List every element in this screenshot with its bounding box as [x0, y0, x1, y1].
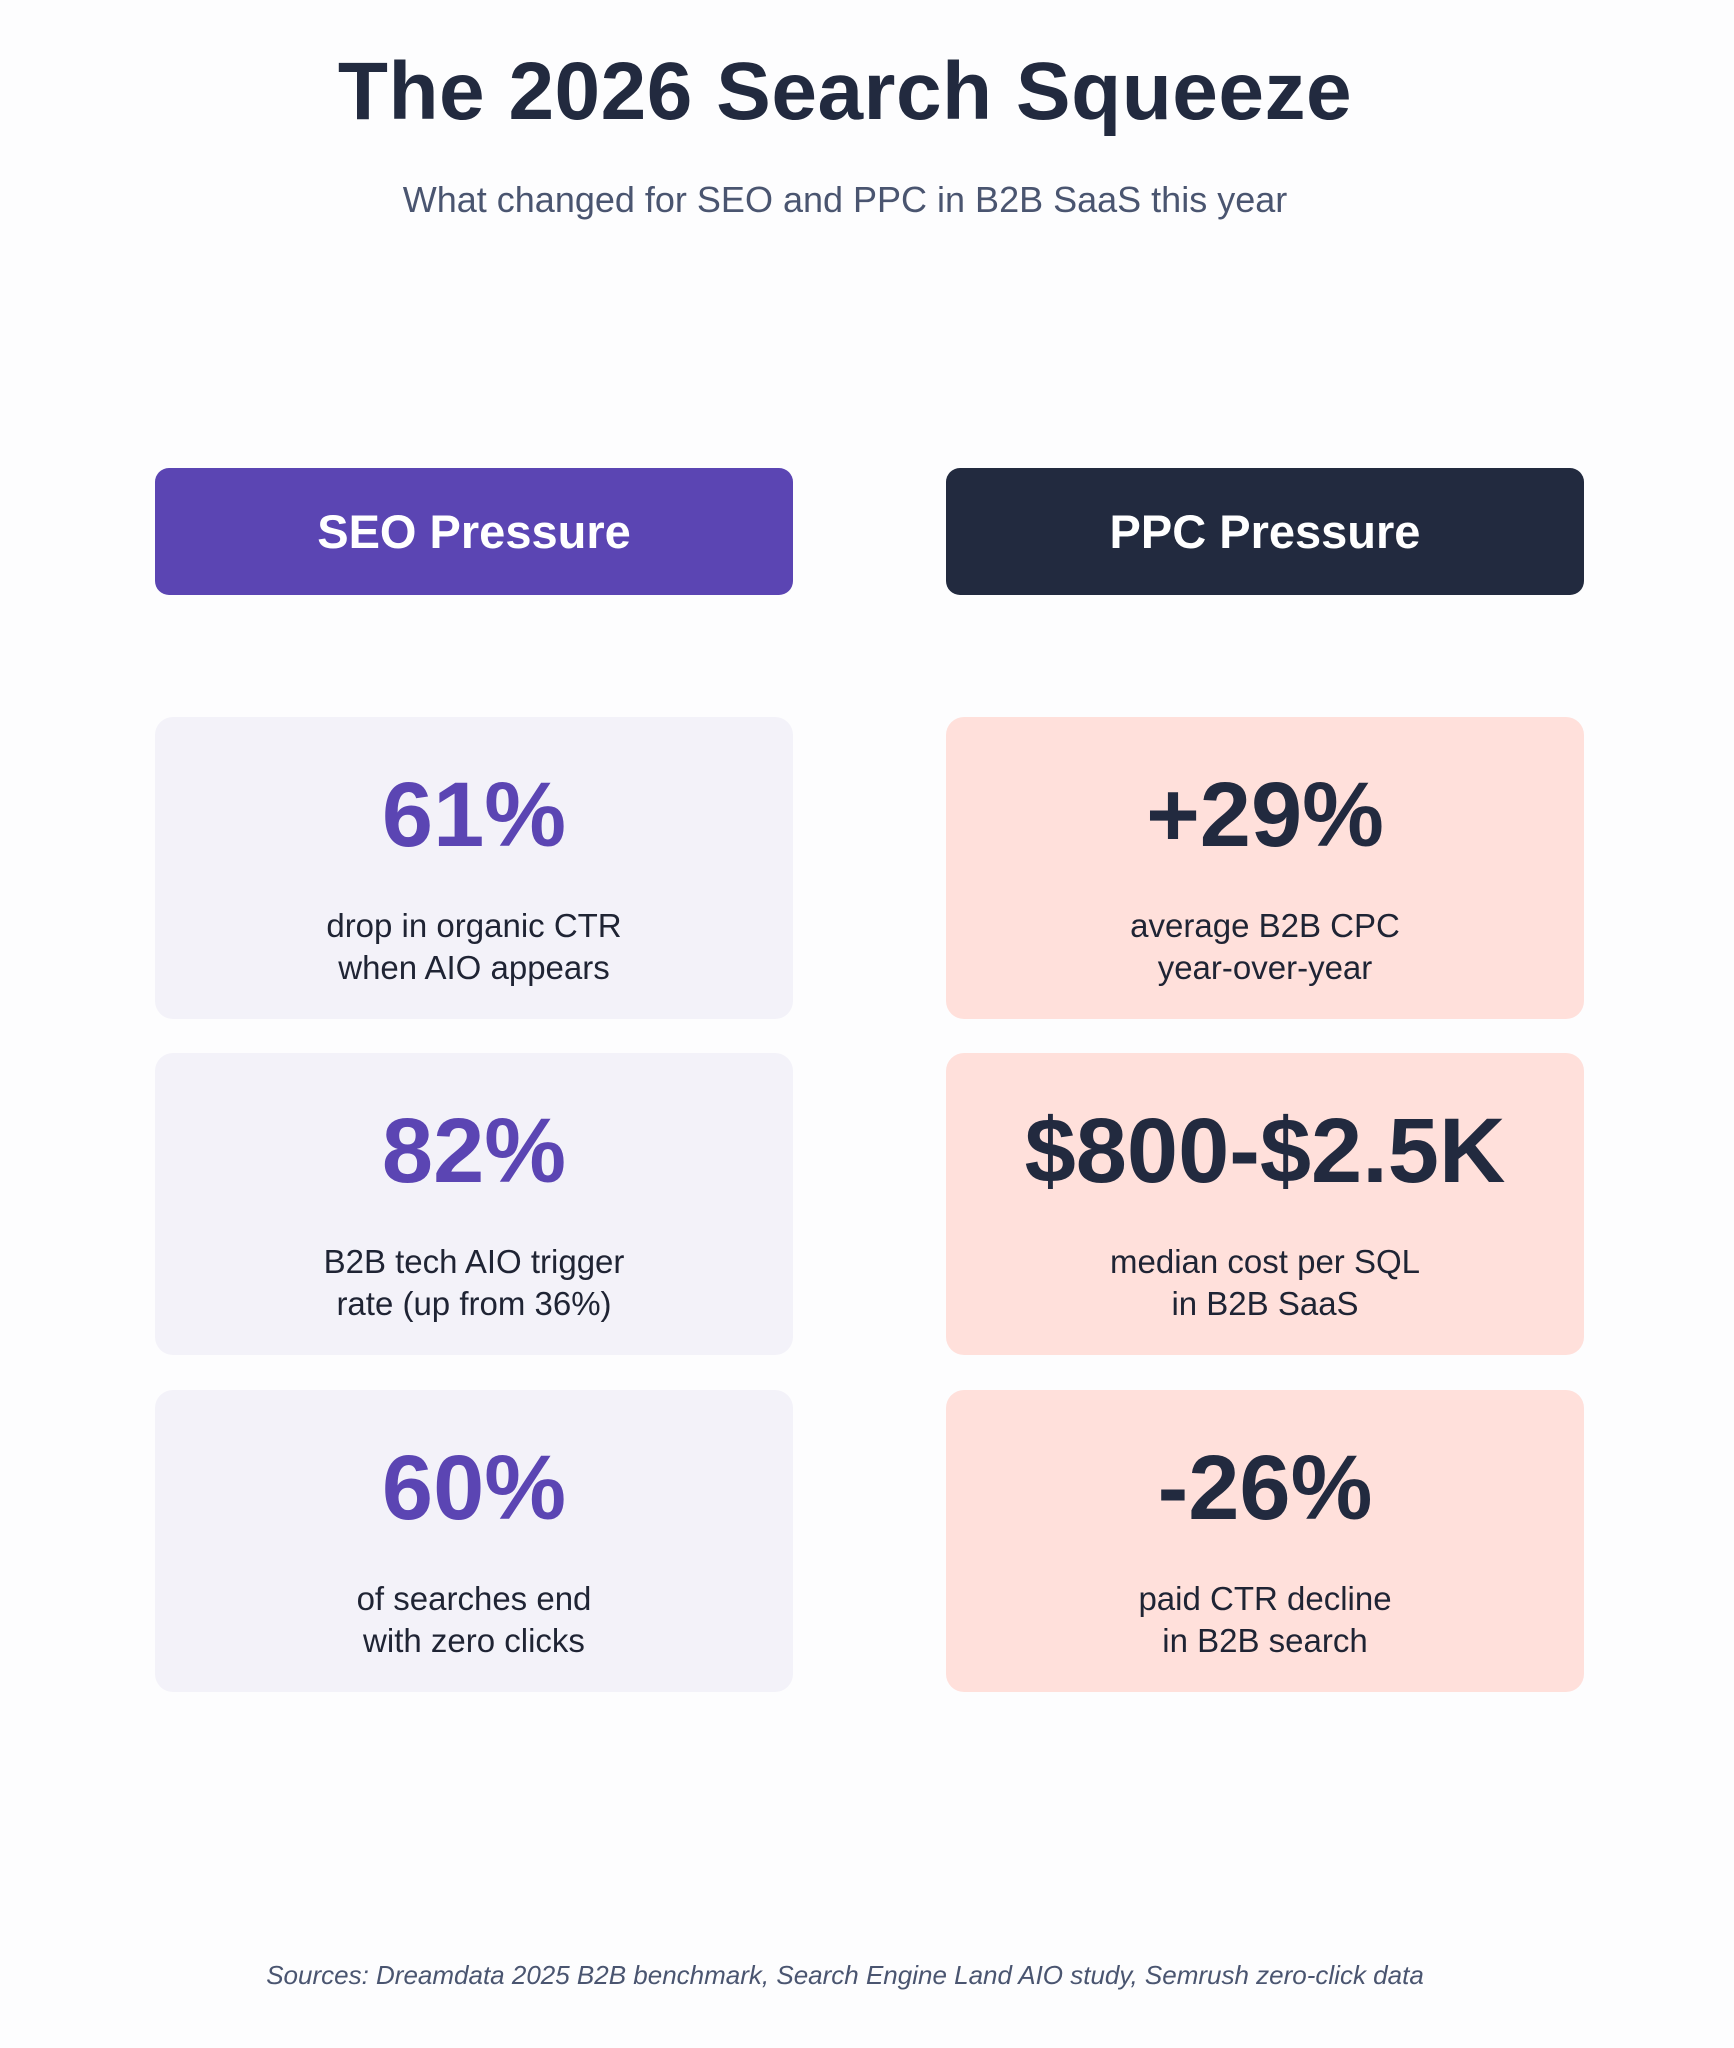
stat-description-line: in B2B search — [1162, 1622, 1368, 1659]
stat-description-line: of searches end — [356, 1580, 592, 1617]
stat-description: median cost per SQL in B2B SaaS — [946, 1241, 1584, 1325]
stat-description-line: in B2B SaaS — [1171, 1285, 1359, 1322]
stat-description: average B2B CPC year-over-year — [946, 905, 1584, 989]
seo-stat-card: 61% drop in organic CTR when AIO appears — [155, 717, 793, 1019]
ppc-stat-card: $800-$2.5K median cost per SQL in B2B Sa… — [946, 1053, 1584, 1355]
stat-description: of searches end with zero clicks — [155, 1578, 793, 1662]
stat-description-line: B2B tech AIO trigger — [323, 1243, 625, 1280]
stat-description-line: rate (up from 36%) — [336, 1285, 612, 1322]
seo-pressure-header: SEO Pressure — [155, 468, 793, 595]
ppc-stat-card: +29% average B2B CPC year-over-year — [946, 717, 1584, 1019]
stat-description-line: when AIO appears — [338, 949, 610, 986]
stat-description-line: paid CTR decline — [1138, 1580, 1392, 1617]
stat-description: B2B tech AIO trigger rate (up from 36%) — [155, 1241, 793, 1325]
ppc-stat-card: -26% paid CTR decline in B2B search — [946, 1390, 1584, 1692]
stat-description-line: drop in organic CTR — [326, 907, 622, 944]
stat-value: $800-$2.5K — [1024, 1100, 1506, 1202]
stat-value: 82% — [381, 1100, 567, 1202]
page-subtitle: What changed for SEO and PPC in B2B SaaS… — [402, 179, 1288, 220]
sources-footnote: Sources: Dreamdata 2025 B2B benchmark, S… — [266, 1960, 1424, 1990]
seo-stat-card: 82% B2B tech AIO trigger rate (up from 3… — [155, 1053, 793, 1355]
stat-value: 60% — [381, 1437, 567, 1539]
seo-stat-card: 60% of searches end with zero clicks — [155, 1390, 793, 1692]
stat-value: +29% — [1146, 764, 1384, 866]
stat-description-line: year-over-year — [1157, 949, 1373, 986]
ppc-pressure-header: PPC Pressure — [946, 468, 1584, 595]
stat-description: drop in organic CTR when AIO appears — [155, 905, 793, 989]
stat-value: -26% — [1157, 1437, 1373, 1539]
stat-value: 61% — [381, 764, 567, 866]
stat-description-line: average B2B CPC — [1130, 907, 1400, 944]
stat-description: paid CTR decline in B2B search — [946, 1578, 1584, 1662]
page-title: The 2026 Search Squeeze — [337, 46, 1353, 137]
stat-description-line: with zero clicks — [363, 1622, 585, 1659]
stat-description-line: median cost per SQL — [1110, 1243, 1420, 1280]
